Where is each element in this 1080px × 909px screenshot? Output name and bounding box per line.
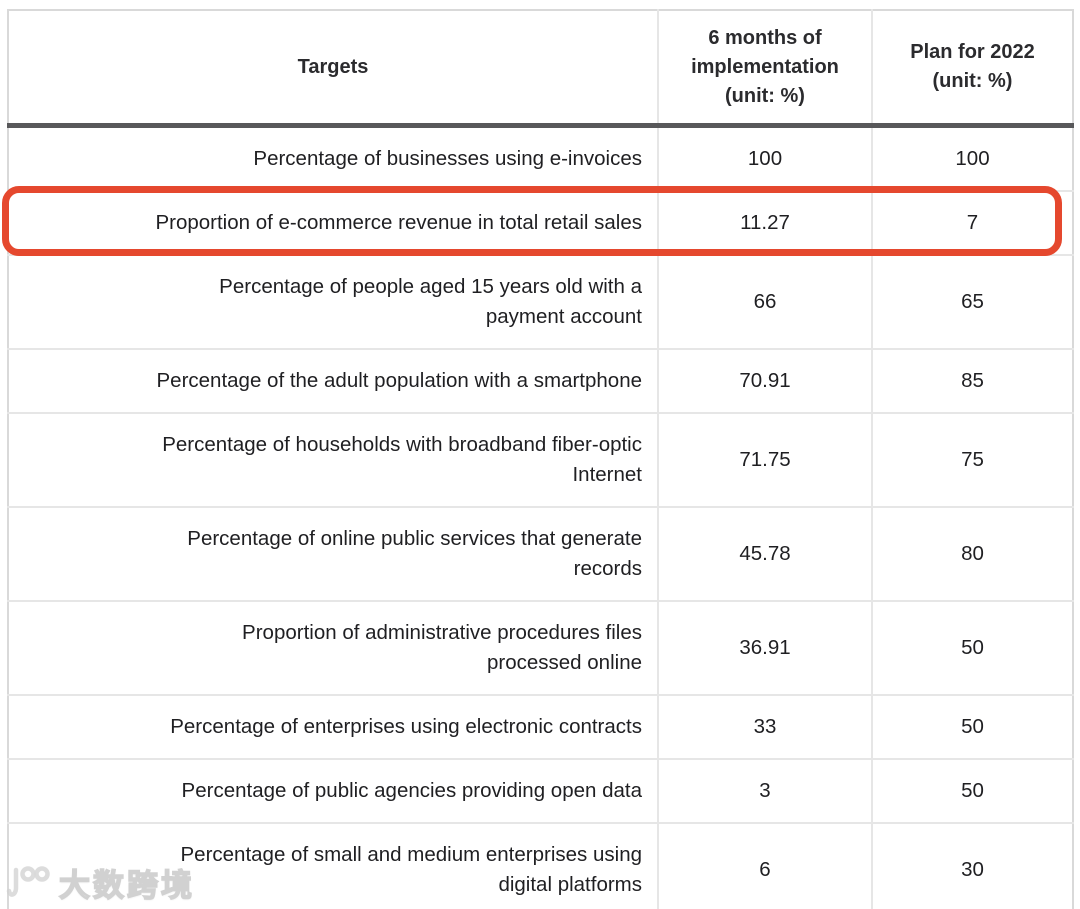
cell-value: 71.75 xyxy=(657,413,872,507)
cell-value: 75 xyxy=(871,413,1073,507)
table-row: Percentage of small and medium enterpris… xyxy=(8,823,1073,909)
header-plan-2022: Plan for 2022 (unit: %) xyxy=(871,10,1073,126)
table-row: Percentage of public agencies providing … xyxy=(8,759,1073,823)
cell-value: 36.91 xyxy=(657,601,872,695)
cell-value: 80 xyxy=(871,507,1073,601)
cell-target: Percentage of online public services tha… xyxy=(8,507,658,601)
table-row: Percentage of households with broadband … xyxy=(8,413,1073,507)
table-header: Targets 6 months of implementation (unit… xyxy=(8,10,1073,126)
table-row: Percentage of the adult population with … xyxy=(8,349,1073,413)
cell-value: 70.91 xyxy=(657,349,872,413)
table-row: Percentage of online public services tha… xyxy=(8,507,1073,601)
cell-value: 65 xyxy=(871,255,1073,349)
header-targets: Targets xyxy=(297,55,369,78)
cell-target: Percentage of public agencies providing … xyxy=(8,759,658,823)
cell-value: 3 xyxy=(657,759,872,823)
cell-target: Proportion of e-commerce revenue in tota… xyxy=(8,191,658,255)
table-row: Proportion of administrative procedures … xyxy=(8,601,1073,695)
targets-table: Targets 6 months of implementation (unit… xyxy=(7,9,1074,909)
header-six-months: 6 months of implementation (unit: %) xyxy=(657,10,872,126)
cell-value: 33 xyxy=(657,695,872,759)
cell-value: 11.27 xyxy=(657,191,872,255)
table-row: Percentage of people aged 15 years old w… xyxy=(8,255,1073,349)
cell-value: 100 xyxy=(871,125,1073,191)
cell-target: Percentage of people aged 15 years old w… xyxy=(8,255,658,349)
cell-value: 50 xyxy=(871,759,1073,823)
cell-value: 50 xyxy=(871,695,1073,759)
cell-target: Percentage of the adult population with … xyxy=(8,349,658,413)
cell-target: Percentage of households with broadband … xyxy=(8,413,658,507)
cell-target: Percentage of small and medium enterpris… xyxy=(8,823,658,909)
cell-value: 50 xyxy=(871,601,1073,695)
cell-value: 100 xyxy=(657,125,872,191)
table-row: Proportion of e-commerce revenue in tota… xyxy=(8,191,1073,255)
table-row: Percentage of enterprises using electron… xyxy=(8,695,1073,759)
cell-value: 85 xyxy=(871,349,1073,413)
cell-target: Proportion of administrative procedures … xyxy=(8,601,658,695)
header-row: Targets 6 months of implementation (unit… xyxy=(8,10,1073,126)
cell-value: 7 xyxy=(871,191,1073,255)
cell-value: 66 xyxy=(657,255,872,349)
table-body: Percentage of businesses using e-invoice… xyxy=(8,125,1073,909)
cell-value: 45.78 xyxy=(657,507,872,601)
table-row: Percentage of businesses using e-invoice… xyxy=(8,125,1073,191)
cell-target: Percentage of enterprises using electron… xyxy=(8,695,658,759)
cell-value: 6 xyxy=(657,823,872,909)
cell-value: 30 xyxy=(871,823,1073,909)
cell-target: Percentage of businesses using e-invoice… xyxy=(8,125,658,191)
